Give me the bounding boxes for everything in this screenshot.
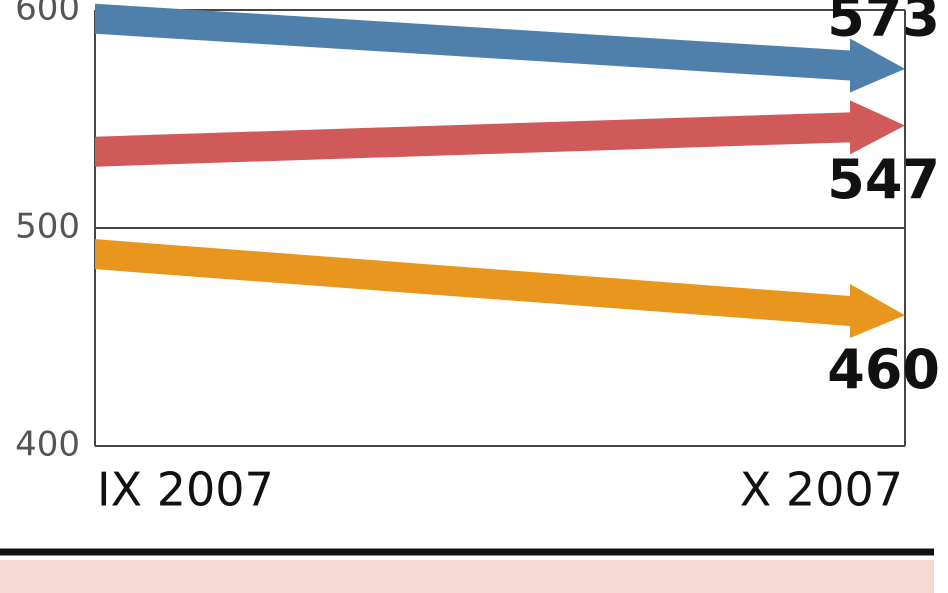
arrow	[95, 100, 905, 167]
x-tick-label: IX 2007	[97, 463, 274, 517]
y-tick-label: 500	[15, 207, 80, 247]
arrow	[95, 3, 905, 93]
value-label: 460	[827, 338, 940, 401]
x-tick-label: X 2007	[740, 463, 903, 517]
arrow	[95, 239, 905, 339]
y-tick-label: 600	[15, 0, 80, 29]
value-label: 573	[827, 0, 940, 49]
value-label: 547	[827, 148, 940, 211]
y-tick-label: 400	[15, 425, 80, 465]
footer-band	[0, 560, 934, 593]
